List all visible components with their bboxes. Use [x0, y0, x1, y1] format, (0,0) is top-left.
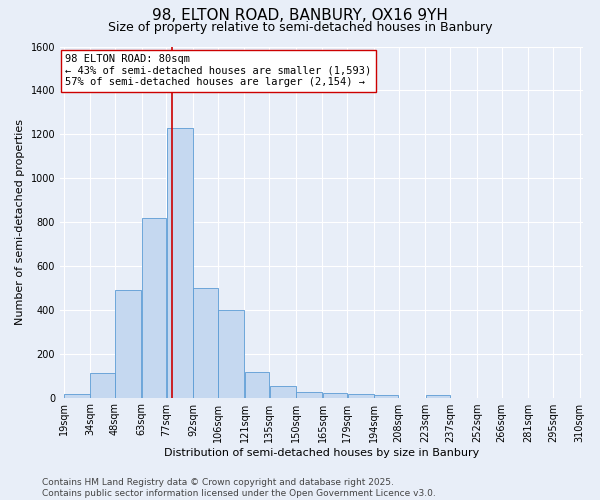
- Bar: [142, 218, 166, 398]
- Bar: [193, 288, 218, 398]
- Text: 98, ELTON ROAD, BANBURY, OX16 9YH: 98, ELTON ROAD, BANBURY, OX16 9YH: [152, 8, 448, 22]
- Bar: [347, 394, 374, 398]
- Bar: [269, 386, 296, 398]
- Y-axis label: Number of semi-detached properties: Number of semi-detached properties: [15, 119, 25, 325]
- Bar: [91, 374, 115, 398]
- X-axis label: Distribution of semi-detached houses by size in Banbury: Distribution of semi-detached houses by …: [164, 448, 479, 458]
- Bar: [64, 394, 90, 398]
- Bar: [323, 393, 347, 398]
- Bar: [245, 372, 269, 398]
- Bar: [296, 392, 322, 398]
- Bar: [115, 290, 142, 398]
- Bar: [374, 396, 398, 398]
- Bar: [425, 396, 450, 398]
- Bar: [167, 128, 193, 398]
- Text: Size of property relative to semi-detached houses in Banbury: Size of property relative to semi-detach…: [108, 21, 492, 34]
- Text: Contains HM Land Registry data © Crown copyright and database right 2025.
Contai: Contains HM Land Registry data © Crown c…: [42, 478, 436, 498]
- Text: 98 ELTON ROAD: 80sqm
← 43% of semi-detached houses are smaller (1,593)
57% of se: 98 ELTON ROAD: 80sqm ← 43% of semi-detac…: [65, 54, 371, 88]
- Bar: [218, 310, 244, 398]
